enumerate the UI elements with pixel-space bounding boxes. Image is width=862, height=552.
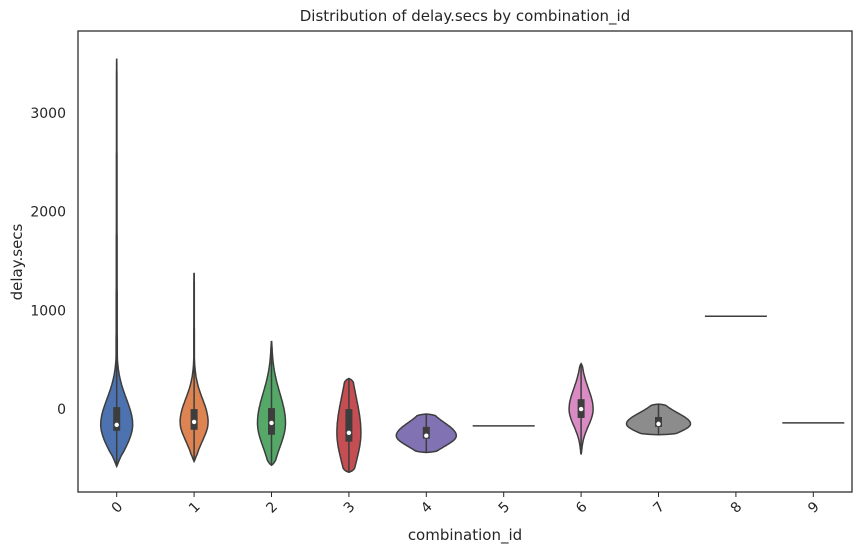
violin-median-2 [269, 420, 274, 426]
violins-group [99, 58, 845, 474]
violin-1 [179, 272, 209, 464]
violin-iqr-4 [422, 426, 430, 439]
x-tick-label: 7 [650, 499, 668, 517]
x-tick-label: 6 [573, 499, 591, 517]
y-tick-label: 3000 [30, 106, 66, 122]
violin-3 [336, 377, 362, 474]
violin-7 [625, 403, 692, 436]
violin-median-7 [656, 421, 661, 427]
violin-iqr-1 [190, 409, 198, 430]
x-tick-label: 9 [805, 499, 823, 517]
violin-iqr-3 [345, 409, 353, 442]
violin-median-6 [578, 406, 584, 412]
violin-4 [395, 413, 458, 454]
x-tick-label: 3 [341, 499, 359, 517]
x-tick-label: 8 [728, 499, 746, 517]
x-tick-label: 1 [186, 499, 204, 517]
plot-frame [77, 30, 853, 493]
x-axis-ticks: 0 1 2 3 4 5 6 7 8 9 [109, 492, 823, 517]
violin-median-1 [191, 419, 197, 425]
y-axis-label: delay.secs [8, 223, 26, 300]
chart-title: Distribution of delay.secs by combinatio… [300, 7, 631, 26]
violin-median-4 [424, 433, 429, 438]
violin-iqr-0 [113, 407, 121, 431]
violin-6 [568, 362, 594, 455]
x-tick-label: 0 [109, 499, 127, 517]
y-tick-label: 0 [57, 402, 66, 418]
violin-median-3 [346, 430, 352, 435]
y-tick-label: 2000 [30, 205, 66, 221]
x-tick-label: 2 [263, 499, 281, 517]
x-axis-label: combination_id [408, 526, 522, 545]
x-tick-label: 4 [418, 499, 436, 517]
y-tick-label: 1000 [30, 303, 66, 319]
violin-2 [256, 340, 287, 467]
x-tick-label: 5 [496, 499, 514, 517]
violin-median-0 [114, 422, 119, 428]
violin-0 [99, 58, 134, 469]
y-axis-ticks: 0 1000 2000 3000 [30, 106, 66, 418]
